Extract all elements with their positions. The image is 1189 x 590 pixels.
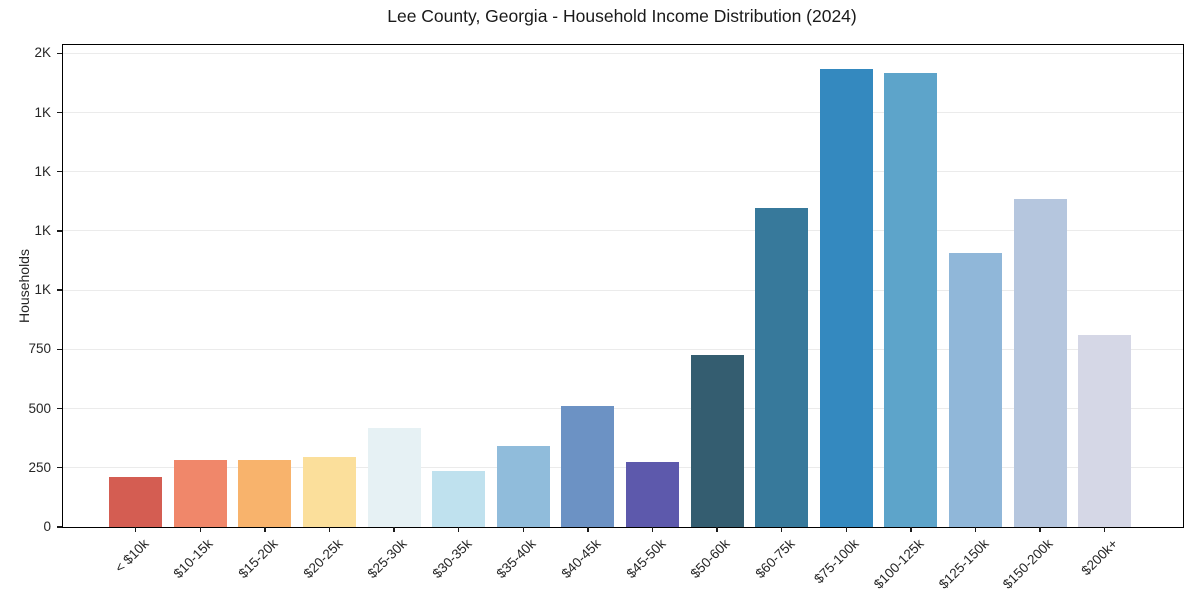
x-tick-mark bbox=[651, 527, 654, 532]
bar-40-45k bbox=[561, 406, 615, 527]
y-tick-label: 1K bbox=[34, 163, 51, 179]
x-tick-label: $40-45k bbox=[558, 536, 604, 582]
x-tick-mark bbox=[328, 527, 331, 532]
y-gridline bbox=[63, 171, 1183, 173]
bar-10-15k bbox=[173, 459, 227, 527]
y-gridline bbox=[63, 112, 1183, 113]
y-tick-label: 1K bbox=[34, 104, 51, 120]
y-tick-mark bbox=[56, 52, 62, 54]
y-gridline bbox=[63, 467, 1183, 469]
y-tick-mark bbox=[56, 526, 62, 528]
y-tick-mark bbox=[56, 348, 62, 351]
bar-35-40k bbox=[496, 446, 550, 527]
y-tick-mark bbox=[56, 171, 62, 173]
y-tick-label: 2K bbox=[34, 45, 51, 61]
y-tick-mark bbox=[56, 230, 62, 232]
x-tick-mark bbox=[199, 527, 201, 532]
y-tick-mark bbox=[56, 111, 62, 114]
y-tick-label: 500 bbox=[28, 400, 51, 416]
bar-30-35k bbox=[432, 471, 486, 527]
x-tick-mark bbox=[910, 527, 912, 532]
bar-75-100k bbox=[819, 68, 873, 527]
x-tick-mark bbox=[1104, 527, 1106, 532]
x-tick-label: $10-15k bbox=[170, 536, 216, 582]
bar-50-60k bbox=[690, 355, 744, 527]
y-tick-label: 1K bbox=[34, 282, 51, 298]
y-gridline bbox=[63, 289, 1183, 291]
x-tick-label: $50-60k bbox=[687, 536, 733, 582]
x-tick-mark bbox=[716, 527, 718, 532]
bar-200k bbox=[1078, 335, 1132, 527]
x-tick-label: $20-25k bbox=[299, 536, 346, 582]
bar-60-75k bbox=[755, 208, 809, 527]
chart-title: Lee County, Georgia - Household Income D… bbox=[387, 6, 857, 26]
y-gridline bbox=[63, 348, 1183, 350]
x-tick-mark bbox=[458, 527, 460, 532]
y-tick-label: 0 bbox=[43, 519, 51, 534]
x-tick-label: $15-20k bbox=[235, 536, 281, 582]
y-gridline bbox=[63, 52, 1183, 54]
x-tick-mark bbox=[522, 527, 524, 532]
bar-125-150k bbox=[949, 253, 1002, 527]
x-tick-mark bbox=[135, 527, 137, 532]
x-tick-label: $35-40k bbox=[493, 536, 539, 582]
bar-25-30k bbox=[367, 427, 421, 527]
x-tick-mark bbox=[781, 527, 783, 532]
x-tick-label: $60-75k bbox=[752, 536, 798, 582]
x-tick-mark bbox=[264, 527, 266, 532]
x-tick-mark bbox=[974, 527, 977, 532]
x-tick-label: $150-200k bbox=[999, 536, 1056, 590]
bar-20-25k bbox=[303, 457, 356, 527]
x-tick-label: $30-35k bbox=[429, 536, 475, 582]
bar-150-200k bbox=[1013, 198, 1067, 527]
x-tick-label: < $10k bbox=[111, 536, 152, 576]
x-tick-mark bbox=[845, 527, 847, 532]
y-gridline bbox=[63, 230, 1183, 232]
bar-10k bbox=[109, 477, 163, 527]
y-tick-label: 750 bbox=[28, 341, 51, 357]
y-gridline bbox=[63, 408, 1183, 410]
x-tick-label: $200k+ bbox=[1078, 536, 1121, 579]
x-tick-mark bbox=[1039, 527, 1041, 532]
bar-45-50k bbox=[626, 461, 679, 527]
bar-100-125k bbox=[884, 73, 938, 527]
x-tick-label: $45-50k bbox=[622, 536, 669, 582]
bar-15-20k bbox=[238, 459, 292, 527]
x-tick-label: $25-30k bbox=[364, 536, 410, 582]
x-tick-mark bbox=[587, 527, 589, 532]
y-tick-mark bbox=[56, 407, 62, 410]
y-tick-mark bbox=[56, 467, 62, 469]
y-tick-label: 250 bbox=[28, 459, 51, 475]
y-tick-label: 1K bbox=[34, 222, 51, 238]
x-tick-label: $125-150k bbox=[935, 536, 992, 590]
x-tick-label: $100-125k bbox=[870, 536, 927, 590]
plot-area: 0 250 500 750 1K 1K 1K 1K 2K < $10k $10-15k $15-20k… bbox=[28, 44, 1184, 590]
y-tick-mark bbox=[56, 289, 62, 291]
x-tick-label: $75-100k bbox=[811, 536, 862, 587]
x-tick-mark bbox=[393, 527, 395, 532]
